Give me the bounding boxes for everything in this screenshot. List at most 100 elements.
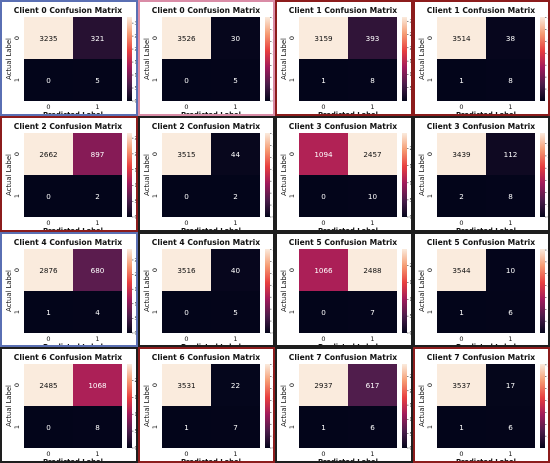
colorbar-tick-label: 1500 xyxy=(547,295,548,301)
heatmap-cell xyxy=(24,406,73,449)
confusion-matrix-panel: Client 6 Confusion Matrix 3531 22 1 7 0 1 Actua… xyxy=(137,347,275,463)
colorbar-tick-label: 2000 xyxy=(272,167,273,173)
x-axis-label: Predicted Label xyxy=(43,111,103,114)
y-tick-label: 1 xyxy=(426,78,434,82)
x-axis-label: Predicted Label xyxy=(456,227,516,230)
colorbar-tick-label: 2000 xyxy=(272,282,273,288)
heatmap-cell xyxy=(210,17,260,59)
y-axis-label: Actual Label xyxy=(5,154,13,196)
heatmap-cell xyxy=(210,132,260,175)
heatmap-cell xyxy=(210,59,260,101)
colorbar-tick-label: 1500 xyxy=(135,286,136,292)
colorbar-tick-label: 2000 xyxy=(410,263,411,269)
colorbar-tick-label: 3500 xyxy=(272,246,273,252)
colorbar-tick-label: 500 xyxy=(547,87,548,93)
cell-value-label: 2488 xyxy=(363,266,382,275)
colorbar-tick-label: 500 xyxy=(272,318,273,324)
heatmap-cell xyxy=(73,59,122,101)
confusion-matrix-panel: Client 2 Confusion Matrix 3515 44 0 2 0 1 Actua… xyxy=(137,115,275,232)
heatmap-cell xyxy=(73,364,122,407)
cell-value-label: 1 xyxy=(459,308,464,317)
colorbar-tick-label: 2000 xyxy=(547,165,548,171)
colorbar-tick-label: 2000 xyxy=(135,272,136,278)
colorbar-tick-label: 3000 xyxy=(272,27,273,33)
y-tick-label: 1 xyxy=(151,309,159,313)
colorbar-tick-label: 2500 xyxy=(272,39,273,45)
chart-title: Client 2 Confusion Matrix xyxy=(14,122,122,131)
y-tick-label: 0 xyxy=(151,152,159,156)
y-axis-label: Actual Label xyxy=(418,269,426,311)
cell-value-label: 2 xyxy=(95,192,100,201)
colorbar-tick-label: 1000 xyxy=(410,417,411,423)
x-axis-label: Predicted Label xyxy=(456,111,516,114)
colorbar-tick-label: 1000 xyxy=(135,183,136,189)
heatmap-cell xyxy=(299,59,348,101)
y-tick-label: 1 xyxy=(288,194,296,198)
colorbar-tick-label: 500 xyxy=(547,202,548,208)
cell-value-label: 7 xyxy=(370,308,375,317)
y-tick-label: 1 xyxy=(151,194,159,198)
colorbar xyxy=(539,17,545,101)
y-axis-label: Actual Label xyxy=(143,154,151,196)
colorbar-tick-label: 1500 xyxy=(410,163,411,169)
cell-value-label: 112 xyxy=(503,150,517,159)
colorbar-tick-label: 3500 xyxy=(547,15,548,21)
colorbar-tick-label: 1000 xyxy=(135,412,136,418)
colorbar-tick-label: 1500 xyxy=(410,403,411,409)
colorbar-tick-label: 1000 xyxy=(272,75,273,81)
heatmap-cell xyxy=(161,132,211,175)
colorbar xyxy=(127,132,132,217)
x-tick-label: 1 xyxy=(370,103,374,111)
chart-title: Client 7 Confusion Matrix xyxy=(289,353,397,362)
x-axis-label: Predicted Label xyxy=(181,343,241,346)
colorbar-tick-label: 1500 xyxy=(547,410,548,416)
colorbar-tick-label: 0 xyxy=(410,214,411,220)
colorbar-tick-label: 2000 xyxy=(410,146,411,152)
colorbar-tick-label: 500 xyxy=(135,86,136,92)
cell-value-label: 3531 xyxy=(177,381,195,390)
cell-value-label: 2 xyxy=(233,192,238,201)
heatmap-cell xyxy=(348,17,397,59)
y-tick-label: 1 xyxy=(288,425,296,429)
cell-value-label: 44 xyxy=(230,150,240,159)
cell-value-label: 680 xyxy=(91,266,105,275)
confusion-matrix-panel: Client 4 Confusion Matrix 2876 680 1 4 0 1 Actu… xyxy=(0,231,138,348)
colorbar-tick-label: 500 xyxy=(272,202,273,208)
x-tick-label: 0 xyxy=(184,103,188,111)
cell-value-label: 0 xyxy=(184,76,189,85)
colorbar xyxy=(402,17,407,101)
heatmap-cell xyxy=(436,17,486,59)
cell-value-label: 0 xyxy=(46,423,51,432)
confusion-matrix-panel: Client 1 Confusion Matrix 3514 38 1 8 0 1 Actua… xyxy=(412,0,550,116)
cell-value-label: 7 xyxy=(233,423,238,432)
y-tick-label: 1 xyxy=(426,194,434,198)
heatmap-cell xyxy=(436,174,486,217)
cell-value-label: 1066 xyxy=(314,266,333,275)
confusion-matrix-panel: Client 6 Confusion Matrix 2485 1068 0 8 0 1 Act… xyxy=(0,347,138,463)
colorbar-tick-label: 0 xyxy=(272,99,273,105)
y-tick-label: 1 xyxy=(151,78,159,82)
cell-value-label: 8 xyxy=(508,192,513,201)
colorbar-tick-label: 3500 xyxy=(272,15,273,21)
colorbar-tick-label: 2000 xyxy=(547,283,548,289)
colorbar-tick-label: 2000 xyxy=(410,45,411,51)
colorbar-tick-label: 2500 xyxy=(547,271,548,277)
confusion-matrix-panel: Client 3 Confusion Matrix 1094 2457 0 10 0 1 Ac… xyxy=(275,115,413,232)
colorbar-tick-label: 2500 xyxy=(547,153,548,159)
x-tick-label: 1 xyxy=(95,103,99,111)
colorbar xyxy=(127,248,132,333)
cell-value-label: 3516 xyxy=(177,266,196,275)
colorbar-tick-label: 2500 xyxy=(135,257,136,263)
colorbar-tick-label: 3000 xyxy=(547,375,548,381)
cell-value-label: 2 xyxy=(459,192,464,201)
chart-title: Client 4 Confusion Matrix xyxy=(151,238,259,247)
colorbar-tick-label: 2500 xyxy=(547,386,548,392)
colorbar-tick-label: 2000 xyxy=(135,47,136,53)
heatmap-cell xyxy=(210,174,260,217)
